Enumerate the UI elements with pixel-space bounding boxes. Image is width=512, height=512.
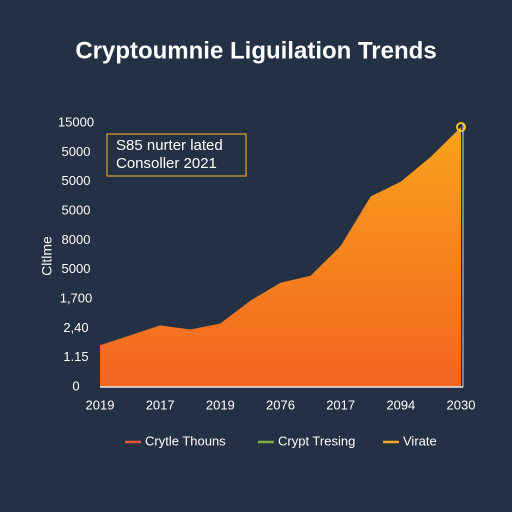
y-tick-label: 5000 bbox=[62, 261, 91, 276]
y-tick-label: 8000 bbox=[62, 232, 91, 247]
annotation-text: Consoller 2021 bbox=[116, 155, 217, 172]
legend-label: Crypt Tresing bbox=[278, 433, 355, 448]
y-tick-label: 5000 bbox=[62, 173, 91, 188]
annotation-text: S85 nurter lated bbox=[116, 137, 223, 154]
x-tick-label: 2017 bbox=[146, 397, 175, 412]
y-axis-label: Cltlme bbox=[39, 236, 55, 276]
y-tick-label: 5000 bbox=[62, 202, 91, 217]
end-marker bbox=[456, 122, 466, 133]
x-tick-label: 2017 bbox=[326, 397, 355, 412]
y-tick-label: 2,40 bbox=[63, 320, 88, 335]
y-tick-label: 0 bbox=[72, 378, 79, 393]
y-tick-label: 5000 bbox=[62, 144, 91, 159]
x-tick-label: 2019 bbox=[206, 397, 235, 412]
legend-label: Virate bbox=[403, 433, 437, 448]
y-tick-label: 1,700 bbox=[60, 290, 93, 305]
legend-label: Crytle Thouns bbox=[145, 433, 226, 448]
annotation-box bbox=[106, 133, 247, 177]
area bbox=[100, 127, 461, 387]
y-tick-label: 15000 bbox=[58, 114, 94, 129]
y-tick-label: 1.15 bbox=[63, 349, 88, 364]
x-tick-label: 2019 bbox=[86, 397, 115, 412]
chart-title: Cryptoumnie Liguilation Trends bbox=[75, 37, 436, 64]
x-tick-label: 2030 bbox=[447, 397, 476, 412]
x-tick-label: 2094 bbox=[386, 397, 415, 412]
x-tick-label: 2076 bbox=[266, 397, 295, 412]
